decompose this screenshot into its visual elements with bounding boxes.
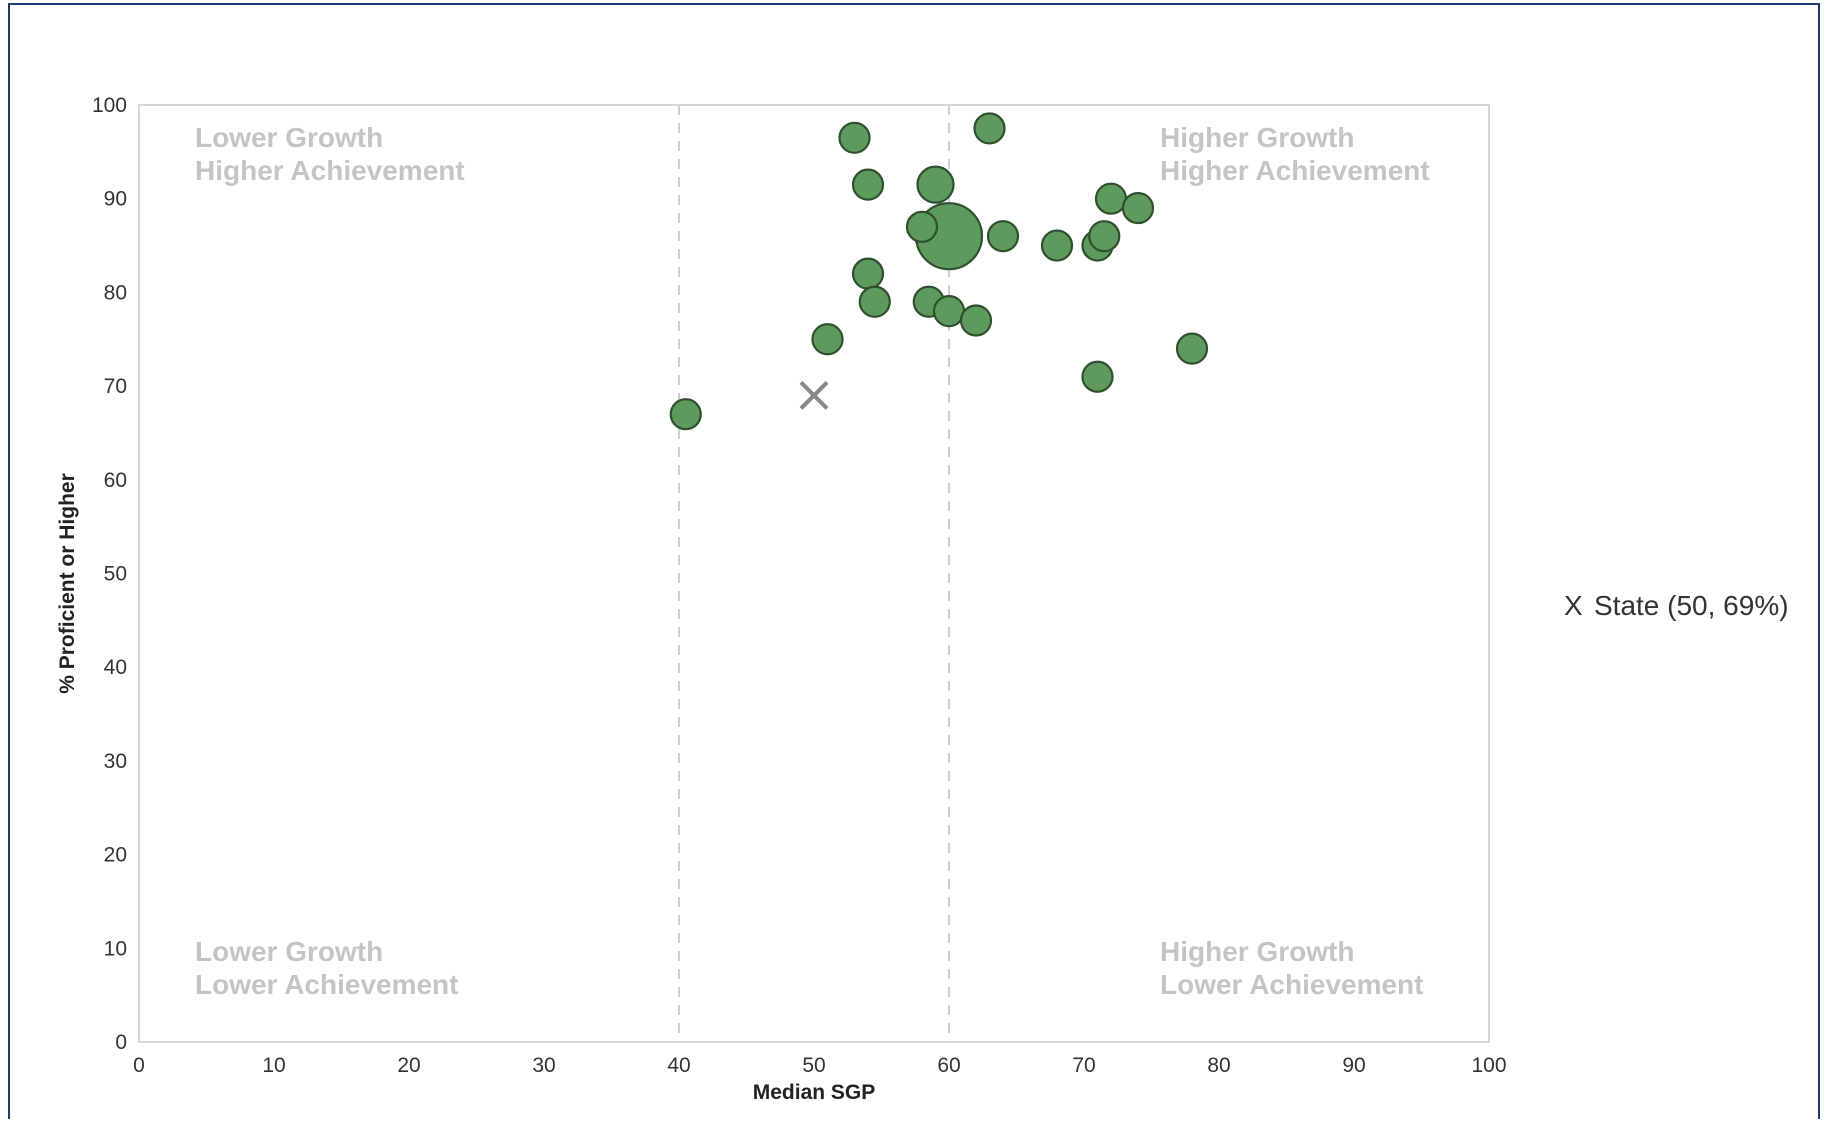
data-point bbox=[838, 121, 871, 154]
x-axis-title: Median SGP bbox=[753, 1081, 876, 1104]
data-point bbox=[851, 257, 885, 290]
x-tick-label: 50 bbox=[802, 1054, 825, 1077]
y-tick-label: 80 bbox=[104, 281, 127, 304]
legend: X State (50, 69%) bbox=[1564, 590, 1789, 621]
quadrant-label-top-right: Higher Growth Higher Achievement bbox=[1160, 122, 1430, 186]
y-axis-title: % Proficient or Higher bbox=[56, 473, 79, 694]
y-tick-label: 30 bbox=[104, 750, 127, 773]
chart-frame: Lower Growth Higher Achievement Higher Gro… bbox=[8, 3, 1820, 1119]
plot-area bbox=[138, 104, 1490, 1043]
data-point bbox=[1040, 229, 1074, 262]
y-tick-label: 90 bbox=[104, 188, 127, 211]
x-tick-label: 40 bbox=[667, 1054, 690, 1077]
data-point bbox=[1088, 220, 1121, 253]
quadrant-label-line: Higher Growth bbox=[1160, 122, 1354, 153]
x-tick-label: 90 bbox=[1342, 1054, 1365, 1077]
data-point bbox=[932, 295, 966, 328]
x-tick-label: 70 bbox=[1072, 1054, 1095, 1077]
data-point bbox=[916, 165, 955, 204]
quadrant-label-line: Higher Growth bbox=[1160, 936, 1354, 967]
quadrant-label-line: Higher Achievement bbox=[1160, 155, 1430, 186]
reference-lines bbox=[678, 105, 950, 1042]
data-point bbox=[1081, 360, 1114, 393]
data-point bbox=[858, 285, 891, 318]
y-tick-label: 100 bbox=[92, 94, 127, 117]
data-point bbox=[905, 210, 939, 243]
y-tick-label: 60 bbox=[104, 469, 127, 492]
state-marker bbox=[799, 381, 829, 410]
data-point bbox=[811, 323, 844, 356]
quadrant-label-line: Lower Achievement bbox=[195, 969, 458, 1000]
quadrant-label-line: Higher Achievement bbox=[195, 155, 465, 186]
legend-label: State (50, 69%) bbox=[1594, 590, 1789, 621]
quadrant-label-line: Lower Growth bbox=[195, 936, 383, 967]
y-tick-label: 0 bbox=[115, 1031, 127, 1054]
data-point bbox=[1175, 332, 1209, 365]
quadrant-label-line: Lower Growth bbox=[195, 122, 383, 153]
data-point bbox=[1121, 191, 1155, 225]
data-point bbox=[1094, 182, 1128, 215]
state-marker-stroke bbox=[799, 381, 829, 410]
quadrant-label-bottom-right: Higher Growth Lower Achievement bbox=[1160, 936, 1423, 1000]
x-tick-label: 20 bbox=[397, 1054, 420, 1077]
x-tick-label: 100 bbox=[1471, 1054, 1506, 1077]
data-point bbox=[973, 112, 1006, 145]
data-point bbox=[959, 304, 993, 337]
x-tick-label: 60 bbox=[937, 1054, 960, 1077]
legend-symbol: X bbox=[1564, 590, 1583, 621]
y-tick-label: 10 bbox=[104, 937, 127, 960]
x-tick-label: 0 bbox=[133, 1054, 145, 1077]
data-points bbox=[669, 112, 1209, 431]
x-tick-label: 80 bbox=[1207, 1054, 1230, 1077]
quadrant-label-line: Lower Achievement bbox=[1160, 969, 1423, 1000]
data-point bbox=[851, 168, 885, 201]
x-tick-label: 10 bbox=[262, 1054, 285, 1077]
state-marker-group bbox=[799, 381, 829, 410]
x-axis-ticks: 0 10 20 30 40 50 60 70 80 90 100 bbox=[133, 1054, 1506, 1077]
y-tick-label: 70 bbox=[104, 375, 127, 398]
y-axis-ticks: 0 10 20 30 40 50 60 70 80 90 100 bbox=[92, 94, 127, 1054]
quadrant-label-top-left: Lower Growth Higher Achievement bbox=[195, 122, 465, 186]
x-tick-label: 30 bbox=[532, 1054, 555, 1077]
quadrant-label-bottom-left: Lower Growth Lower Achievement bbox=[195, 936, 458, 1000]
y-tick-label: 20 bbox=[104, 844, 127, 867]
data-point bbox=[986, 220, 1020, 253]
y-tick-label: 40 bbox=[104, 656, 127, 679]
y-tick-label: 50 bbox=[104, 563, 127, 586]
data-point bbox=[669, 398, 702, 431]
